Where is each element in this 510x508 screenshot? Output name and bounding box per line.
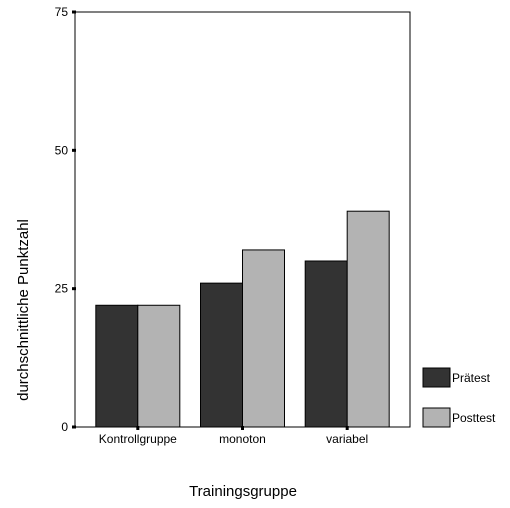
legend-label: Prätest [452, 371, 491, 385]
y-tick-label: 0 [61, 420, 68, 434]
y-axis-label: durchschnittliche Punktzahl [15, 219, 32, 401]
legend-label: Posttest [452, 411, 496, 425]
bar-pretest-2 [304, 260, 348, 428]
y-tick-label: 25 [55, 282, 69, 296]
x-axis: Kontrollgruppe monoton variabel [99, 426, 368, 446]
legend-swatch [422, 407, 451, 428]
bar-posttest-0 [137, 304, 181, 428]
bar-pretest-0 [95, 304, 139, 428]
bars-group [95, 210, 390, 428]
x-tick-label: Kontrollgruppe [99, 432, 177, 446]
legend-swatch [422, 367, 451, 388]
x-axis-label: Trainingsgruppe [189, 483, 297, 500]
y-tick-label: 50 [55, 143, 69, 157]
x-tick-label: variabel [326, 432, 368, 446]
bar-posttest-1 [242, 249, 285, 428]
x-tick-label: monoton [219, 432, 266, 446]
bar-pretest-1 [200, 282, 243, 428]
bar-posttest-2 [346, 210, 390, 428]
y-tick-label: 75 [55, 5, 69, 19]
y-axis: 0 25 50 75 [55, 5, 76, 434]
legend: Prätest Posttest [422, 367, 496, 428]
